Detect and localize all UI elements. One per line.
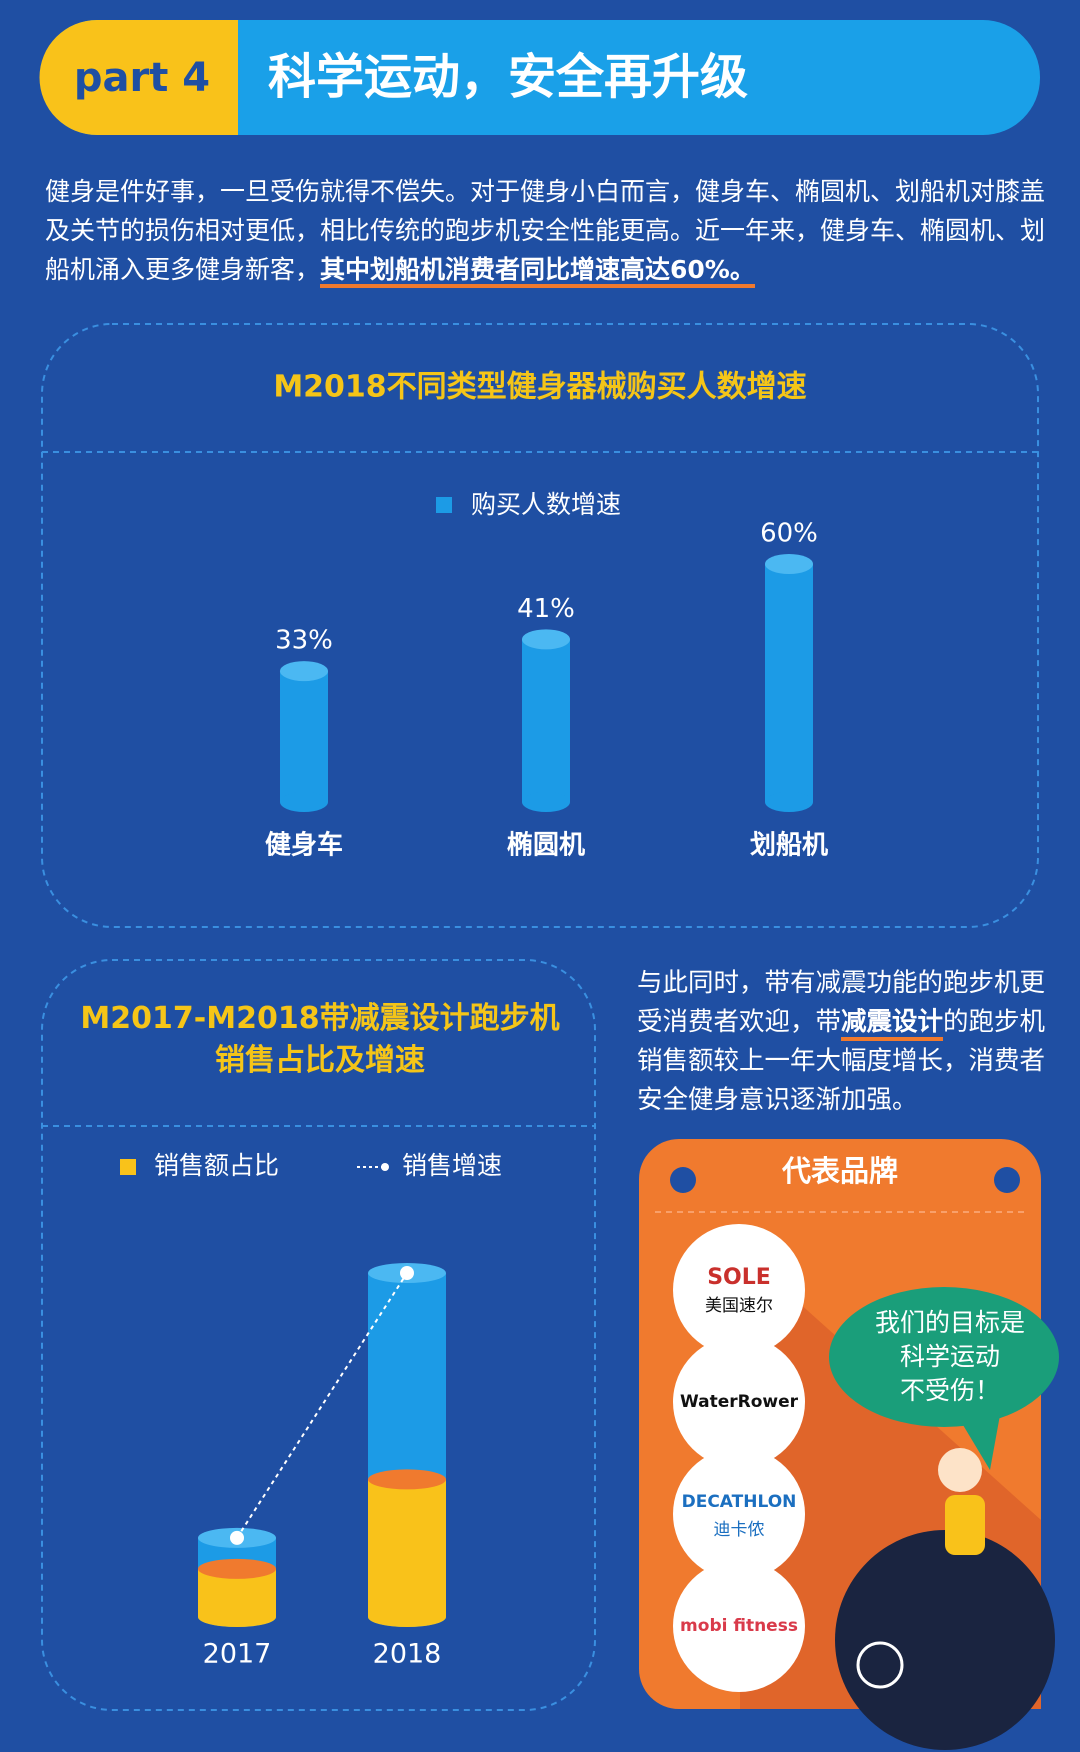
bar — [522, 639, 570, 802]
header-bar — [40, 20, 1040, 135]
brand-name: mobi fitness — [680, 1616, 798, 1636]
header-tag: part 4 — [74, 55, 210, 101]
brand-logo-bg — [673, 1560, 805, 1692]
share-bar-base — [198, 1607, 276, 1627]
share-bar-top — [198, 1558, 276, 1579]
legend-label: 销售额占比 — [154, 1151, 279, 1180]
card-hole — [670, 1167, 696, 1193]
brand-logo-bg — [673, 1448, 805, 1580]
intro: 健身是件好事，一旦受伤就得不偿失。对于健身小白而言，健身车、椭圆机、划船机对膝盖… — [45, 172, 1045, 289]
value-label: 33% — [275, 626, 333, 656]
chart-title: M2017-M2018带减震设计跑步机销售占比及增速 — [80, 1001, 560, 1078]
growth-point — [400, 1266, 414, 1280]
brand-name: DECATHLON — [682, 1492, 797, 1512]
bar — [765, 564, 813, 802]
bubble-tail — [960, 1415, 1000, 1470]
legend-label: 购买人数增速 — [471, 490, 621, 519]
bar-top — [280, 661, 328, 682]
share-bar-base — [368, 1607, 446, 1627]
legend-label: 销售增速 — [402, 1151, 502, 1180]
value-label: 41% — [517, 594, 575, 624]
card-hole — [994, 1167, 1020, 1193]
brand-name: WaterRower — [680, 1392, 799, 1412]
x-tick-label: 2018 — [373, 1639, 442, 1670]
intro-text: 健身是件好事，一旦受伤就得不偿失。对于健身小白而言，健身车、椭圆机、划船机对膝盖… — [45, 177, 1046, 284]
brand-logo-bg — [673, 1224, 805, 1356]
rider-body — [945, 1495, 985, 1555]
growth-point — [230, 1530, 244, 1545]
speech-bubble — [829, 1287, 1059, 1427]
bubble-text: 科学运动 — [900, 1342, 1000, 1371]
side-text-a: 与此同时，带有减震功能的跑步机更受消费者欢迎，带 — [637, 968, 1046, 1037]
share-bar-top — [368, 1469, 446, 1490]
brand-name: SOLE — [707, 1265, 771, 1290]
bar-base — [280, 792, 328, 812]
bike — [835, 1530, 1055, 1750]
bike-wheel — [856, 1641, 904, 1689]
bar — [280, 671, 328, 802]
brand-title: 代表品牌 — [781, 1154, 898, 1188]
chart-frame — [41, 959, 596, 1711]
rider-head — [938, 1448, 982, 1492]
x-tick-label: 划船机 — [750, 830, 828, 861]
side-text: 与此同时，带有减震功能的跑步机更受消费者欢迎，带减震设计的跑步机销售额较上一年大… — [637, 964, 1047, 1120]
bar-top — [522, 629, 570, 650]
bar-top — [765, 554, 813, 574]
header-tag-bg — [39, 20, 238, 135]
chart-title: M2018不同类型健身器械购买人数增速 — [273, 370, 806, 405]
brand-sub: 美国速尔 — [705, 1296, 773, 1316]
legend-dot — [381, 1163, 389, 1171]
side-text-highlight: 减震设计 — [841, 1007, 944, 1041]
bar-base — [522, 792, 570, 812]
side-text-b: 的跑步机销售额较上一年大幅度增长，消费者安全健身意识逐渐加强。 — [637, 1007, 1046, 1115]
header-title: 科学运动，安全再升级 — [268, 49, 748, 105]
bar-base — [765, 792, 813, 812]
value-label: 60% — [760, 519, 818, 549]
x-tick-label: 健身车 — [265, 830, 343, 861]
brand-sub: 迪卡侬 — [714, 1520, 765, 1540]
bubble-text: 不受伤！ — [900, 1376, 1000, 1405]
bubble-text: 我们的目标是 — [875, 1308, 1025, 1337]
share-bar — [368, 1479, 446, 1617]
legend-swatch — [436, 497, 452, 513]
x-tick-label: 2017 — [203, 1639, 272, 1670]
intro-highlight: 其中划船机消费者同比增速高达60%。 — [320, 255, 755, 288]
x-tick-label: 椭圆机 — [507, 831, 585, 861]
legend-swatch — [120, 1159, 136, 1175]
brand-logo-bg — [673, 1336, 805, 1468]
